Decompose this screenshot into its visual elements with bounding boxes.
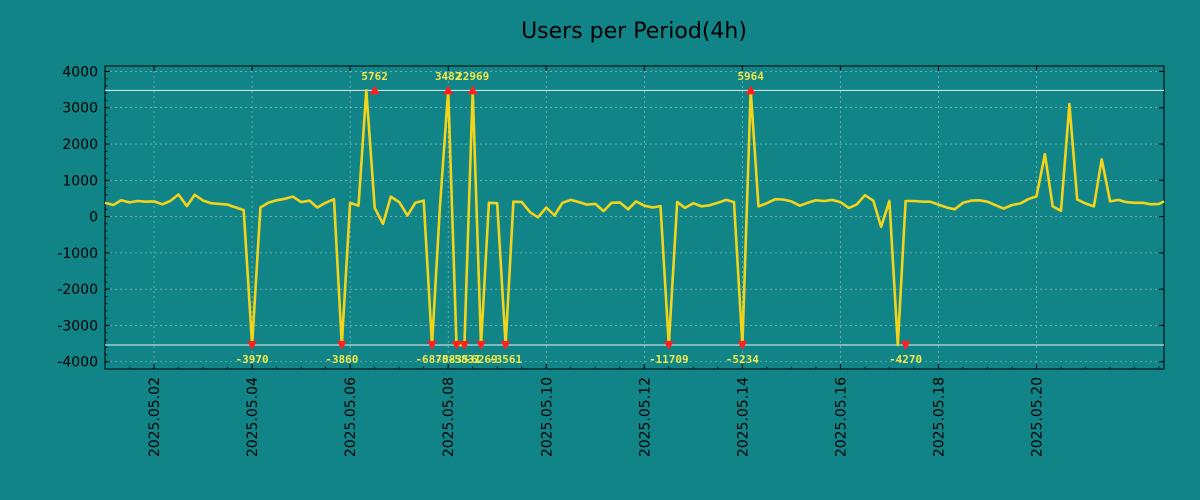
data-annotation-label: -5234 xyxy=(726,353,759,366)
data-annotation-label: -3561 xyxy=(489,353,522,366)
data-annotation-label: 22969 xyxy=(456,70,489,83)
dip-marker xyxy=(900,341,911,351)
x-tick-label: 2025.05.18 xyxy=(931,377,947,457)
x-tick-label: 2025.05.02 xyxy=(147,377,163,457)
peak-marker xyxy=(745,85,756,95)
dip-marker xyxy=(336,341,347,351)
data-annotation-label: 5762 xyxy=(361,70,388,83)
data-annotation-label: -3970 xyxy=(236,353,269,366)
y-tick-label: 3000 xyxy=(62,101,98,117)
y-tick-label: 0 xyxy=(89,210,98,226)
threshold-layer xyxy=(105,89,1164,346)
x-tick-label: 2025.05.10 xyxy=(539,377,555,457)
chart-title: Users per Period(4h) xyxy=(521,19,747,44)
dip-marker xyxy=(737,341,748,351)
dip-marker xyxy=(459,341,470,351)
plot-area xyxy=(104,65,1165,370)
series-line xyxy=(104,89,1165,347)
peak-marker xyxy=(467,85,478,95)
grid-layer xyxy=(105,66,1164,369)
marker-layer xyxy=(247,85,911,351)
tick-layer: 4000 3000 2000 1000 0 -1000 -2000 -3000 -4000 202… xyxy=(57,64,1164,457)
x-tick-label: 2025.05.08 xyxy=(441,377,457,457)
data-annotation-label: -5831 xyxy=(448,353,481,366)
x-tick-label: 2025.05.16 xyxy=(833,377,849,457)
data-annotation-label: -6269 xyxy=(464,353,497,366)
y-tick-label: 4000 xyxy=(62,64,98,80)
y-tick-label: -1000 xyxy=(57,246,98,262)
y-tick-label: -4000 xyxy=(57,355,98,371)
data-annotation-label: -4270 xyxy=(889,353,922,366)
x-tick-label: 2025.05.20 xyxy=(1030,377,1046,457)
x-tick-label: 2025.05.06 xyxy=(343,377,359,457)
data-annotation-label: 3482 xyxy=(435,70,462,83)
dip-marker xyxy=(427,341,438,351)
data-annotation-label: -3860 xyxy=(325,353,358,366)
dip-marker xyxy=(476,341,487,351)
data-annotation-label: -11709 xyxy=(649,353,689,366)
x-tick-label: 2025.05.12 xyxy=(637,377,653,457)
dip-marker xyxy=(247,341,258,351)
y-tick-label: -3000 xyxy=(57,318,98,334)
data-annotation-label: 5964 xyxy=(737,70,764,83)
dip-marker xyxy=(663,341,674,351)
data-annotation-label: -6870 xyxy=(415,353,448,366)
dip-marker xyxy=(451,341,462,351)
data-annotation-label: -5835 xyxy=(436,353,469,366)
dip-marker xyxy=(500,341,511,351)
y-tick-label: 1000 xyxy=(62,173,98,189)
series-layer xyxy=(104,89,1165,347)
y-tick-label: 2000 xyxy=(62,137,98,153)
y-tick-label: -2000 xyxy=(57,282,98,298)
x-tick-label: 2025.05.14 xyxy=(735,377,751,457)
peak-marker xyxy=(443,85,454,95)
peak-marker xyxy=(369,85,380,95)
x-tick-label: 2025.05.04 xyxy=(245,377,261,457)
